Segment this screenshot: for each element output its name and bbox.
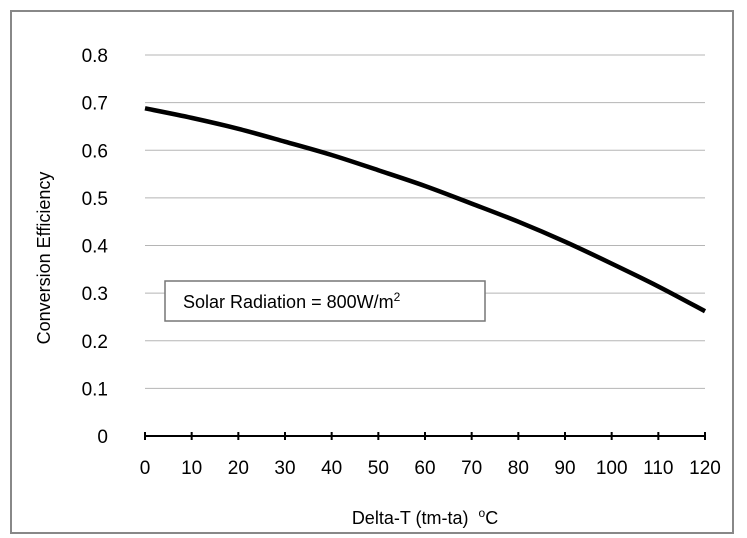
x-tick-label: 80 bbox=[508, 458, 529, 479]
x-axis-title: Delta-T (tm-ta) oC bbox=[352, 506, 498, 528]
x-tick-label: 50 bbox=[368, 458, 389, 479]
y-tick-label: 0 bbox=[97, 427, 108, 448]
x-axis-title-text: Delta-T (tm-ta) bbox=[352, 508, 469, 528]
x-tick-label: 60 bbox=[414, 458, 435, 479]
y-tick-label: 0.8 bbox=[82, 46, 108, 67]
x-tick-label: 100 bbox=[596, 458, 628, 479]
chart-frame bbox=[10, 10, 734, 534]
x-tick-label: 40 bbox=[321, 458, 342, 479]
y-axis-tick-labels: 0 0.1 0.2 0.3 0.4 0.5 0.6 0.7 0.8 bbox=[82, 46, 109, 448]
y-tick-label: 0.7 bbox=[82, 94, 108, 115]
series-line-0 bbox=[144, 106, 707, 314]
x-tick-label: 120 bbox=[689, 458, 721, 479]
x-axis bbox=[144, 432, 706, 440]
y-tick-label: 0.6 bbox=[82, 141, 108, 162]
x-tick-label: 110 bbox=[643, 458, 673, 479]
annotation-border bbox=[164, 280, 486, 322]
x-axis-tick-labels: 0 10 20 30 40 50 60 70 80 90 100 110 120 bbox=[140, 458, 721, 479]
gridlines bbox=[145, 54, 705, 389]
y-tick-label: 0.3 bbox=[82, 284, 108, 305]
x-tick-label: 10 bbox=[181, 458, 202, 479]
x-axis-unit: C bbox=[485, 508, 498, 528]
annotation-box: Solar Radiation = 800W/m2 bbox=[164, 280, 486, 322]
annotation-text: Solar Radiation = 800W/m2 bbox=[183, 290, 401, 312]
x-tick-label: 30 bbox=[274, 458, 295, 479]
annotation-superscript: 2 bbox=[394, 290, 401, 304]
y-axis-title: Conversion Efficiency bbox=[34, 172, 54, 345]
y-tick-label: 0.5 bbox=[82, 189, 108, 210]
annotation-main: Solar Radiation = 800W/m bbox=[183, 292, 394, 312]
x-tick-label: 70 bbox=[461, 458, 482, 479]
series-group bbox=[144, 106, 707, 314]
x-axis-unit-superscript: o bbox=[479, 506, 486, 520]
y-tick-label: 0.4 bbox=[82, 237, 109, 258]
y-tick-label: 0.1 bbox=[82, 379, 108, 400]
x-tick-label: 90 bbox=[554, 458, 575, 479]
x-tick-label: 20 bbox=[228, 458, 249, 479]
x-tick-label: 0 bbox=[140, 458, 151, 479]
y-tick-label: 0.2 bbox=[82, 332, 108, 353]
